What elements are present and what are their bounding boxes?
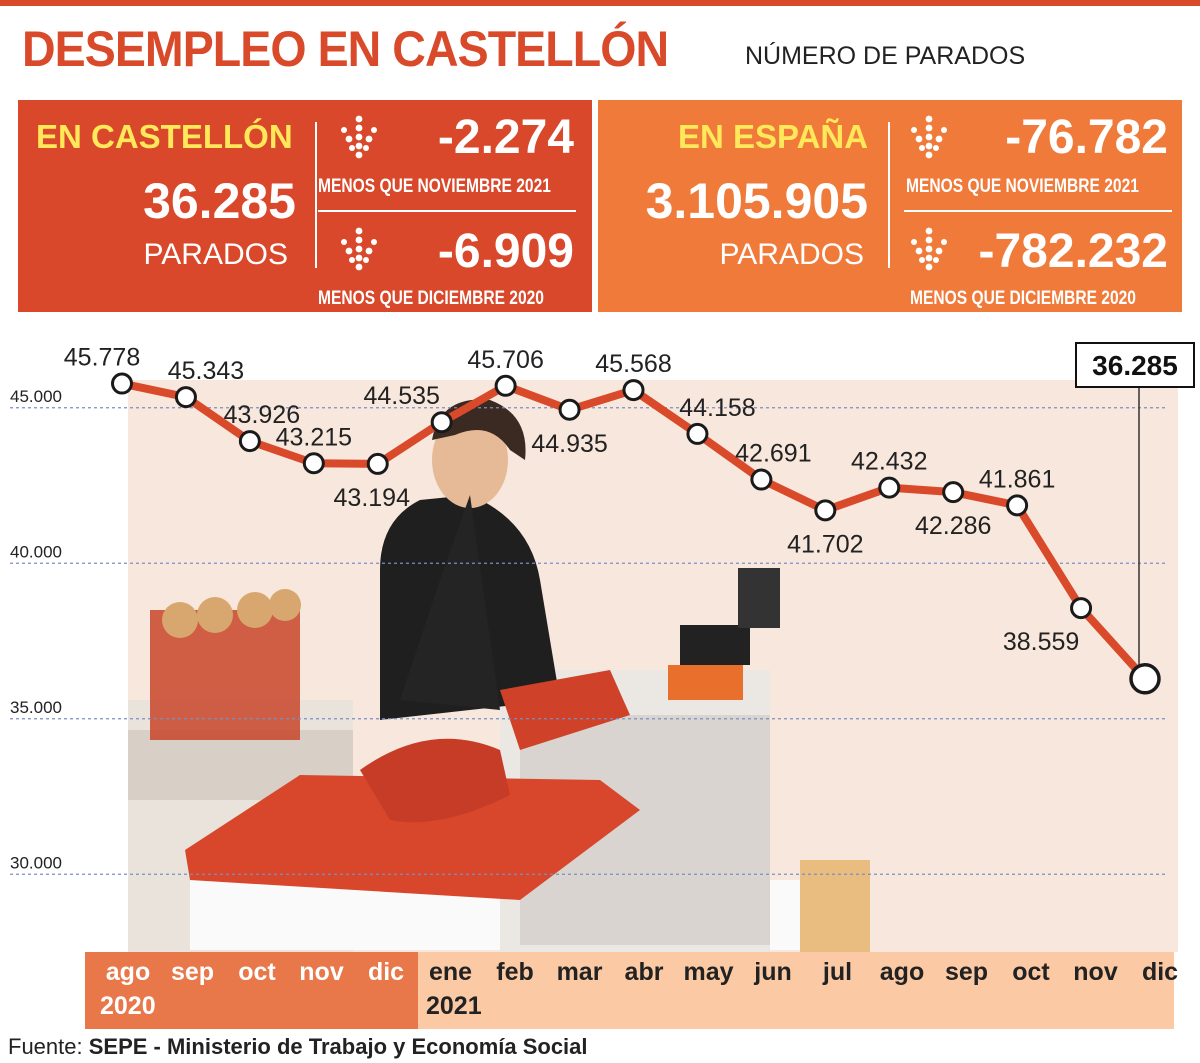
espana-total: 3.105.905 bbox=[645, 173, 868, 229]
year-label-2021: 2021 bbox=[426, 992, 482, 1020]
castellon-divider-horizontal bbox=[318, 210, 576, 212]
data-label: 45.343 bbox=[168, 357, 244, 385]
x-tick-label: ago bbox=[879, 958, 925, 986]
espana-delta-year-caption: MENOS QUE DICIEMBRE 2020 bbox=[910, 288, 1136, 309]
data-point bbox=[111, 372, 133, 395]
down-arrow-dots-icon bbox=[341, 227, 377, 271]
data-point bbox=[302, 452, 325, 475]
y-tick-label: 30.000 bbox=[10, 853, 62, 872]
data-label: 45.568 bbox=[595, 350, 671, 378]
page-subtitle: NÚMERO DE PARADOS bbox=[745, 42, 1026, 70]
data-label: 42.286 bbox=[915, 512, 991, 540]
down-arrow-dots-icon bbox=[911, 227, 947, 271]
data-point bbox=[814, 499, 837, 522]
castellon-delta-year-caption: MENOS QUE DICIEMBRE 2020 bbox=[318, 288, 544, 309]
top-accent-bar bbox=[0, 0, 1200, 6]
year-label-2020: 2020 bbox=[100, 992, 156, 1020]
castellon-delta-month-caption: MENOS QUE NOVIEMBRE 2021 bbox=[318, 176, 551, 197]
espana-delta-month-caption: MENOS QUE NOVIEMBRE 2021 bbox=[906, 176, 1139, 197]
source-name: SEPE - Ministerio de Trabajo y Economía … bbox=[88, 1034, 588, 1059]
data-label: 43.194 bbox=[334, 484, 411, 512]
data-label: 38.559 bbox=[1003, 628, 1079, 656]
data-label: 45.706 bbox=[467, 346, 543, 374]
data-point bbox=[1070, 597, 1093, 620]
data-point bbox=[686, 422, 709, 445]
year-band-2021 bbox=[418, 952, 1174, 1029]
data-point bbox=[1129, 663, 1161, 695]
x-tick-label: jun bbox=[754, 958, 792, 986]
data-label: 44.158 bbox=[679, 394, 755, 422]
x-tick-label: ene bbox=[428, 958, 473, 986]
x-tick-label: feb bbox=[496, 958, 534, 986]
y-axis-ticks: 30.000 35.000 40.000 45.000 bbox=[10, 387, 62, 873]
x-tick-label: oct bbox=[238, 958, 276, 986]
data-label: 45.778 bbox=[64, 344, 140, 372]
espana-divider-vertical bbox=[888, 122, 890, 268]
last-value-callout: 36.285 bbox=[1075, 342, 1195, 388]
x-tick-label: dic bbox=[367, 958, 405, 986]
castellon-delta-month: -2.274 bbox=[437, 111, 574, 164]
y-tick-label: 35.000 bbox=[10, 698, 62, 717]
data-label: 41.702 bbox=[787, 530, 863, 558]
series-points bbox=[111, 372, 1161, 695]
castellon-summary-panel: EN CASTELLÓN 36.285 PARADOS -2.274 MENOS… bbox=[18, 100, 592, 312]
x-tick-label: abr bbox=[624, 958, 664, 986]
data-label: 42.691 bbox=[735, 440, 811, 468]
data-point bbox=[750, 468, 773, 491]
data-label: 43.215 bbox=[276, 423, 352, 451]
x-tick-label: jul bbox=[822, 958, 853, 986]
down-arrow-dots-icon bbox=[911, 115, 947, 159]
unemployment-line-chart: 30.000 35.000 40.000 45.000 45.778 45.343 43.… bbox=[10, 342, 1195, 952]
data-label: 41.861 bbox=[979, 465, 1055, 493]
castellon-unit-label: PARADOS bbox=[143, 238, 288, 271]
data-label: 43.926 bbox=[224, 401, 300, 429]
page-title: DESEMPLEO EN CASTELLÓN bbox=[22, 21, 669, 77]
espana-divider-horizontal bbox=[904, 210, 1172, 212]
data-point bbox=[878, 476, 901, 499]
data-point bbox=[494, 374, 517, 397]
data-point bbox=[238, 430, 261, 453]
data-point bbox=[558, 398, 581, 421]
data-label: 44.935 bbox=[531, 430, 607, 458]
data-point bbox=[366, 452, 389, 475]
castellon-delta-year: -6.909 bbox=[437, 225, 574, 278]
source-note: Fuente: SEPE - Ministerio de Trabajo y E… bbox=[8, 1034, 588, 1060]
data-point bbox=[430, 411, 453, 434]
x-tick-label: ago bbox=[105, 958, 151, 986]
last-value-callout-label: 36.285 bbox=[1092, 350, 1178, 381]
x-tick-label: may bbox=[683, 958, 734, 986]
espana-delta-year: -782.232 bbox=[978, 225, 1169, 278]
x-tick-label: mar bbox=[556, 958, 603, 986]
x-tick-label: sep bbox=[944, 958, 989, 986]
source-prefix: Fuente: bbox=[8, 1034, 89, 1059]
x-tick-label: nov bbox=[299, 958, 344, 986]
data-point bbox=[942, 481, 965, 504]
y-tick-label: 45.000 bbox=[10, 387, 62, 406]
espana-summary-panel: EN ESPAÑA 3.105.905 PARADOS -76.782 MENO… bbox=[598, 100, 1182, 312]
castellon-total: 36.285 bbox=[143, 173, 296, 229]
y-tick-label: 40.000 bbox=[10, 542, 62, 561]
data-point bbox=[1006, 494, 1029, 517]
down-arrow-dots-icon bbox=[341, 115, 377, 159]
espana-region-label: EN ESPAÑA bbox=[678, 118, 869, 155]
x-tick-label: nov bbox=[1073, 958, 1118, 986]
castellon-divider-vertical bbox=[315, 122, 317, 268]
last-value-callout-box bbox=[1075, 342, 1195, 388]
data-point bbox=[622, 379, 645, 402]
castellon-region-label: EN CASTELLÓN bbox=[36, 118, 293, 155]
year-band-2020 bbox=[85, 952, 418, 1029]
x-tick-label: sep bbox=[170, 958, 215, 986]
x-tick-label: dic bbox=[1141, 958, 1179, 986]
espana-delta-month: -76.782 bbox=[1005, 111, 1168, 164]
x-tick-label: oct bbox=[1012, 958, 1050, 986]
shop-photo-illustration bbox=[128, 399, 870, 952]
espana-unit-label: PARADOS bbox=[719, 238, 864, 271]
data-point bbox=[174, 386, 197, 409]
data-label: 44.535 bbox=[363, 382, 439, 410]
data-label: 42.432 bbox=[851, 448, 927, 476]
